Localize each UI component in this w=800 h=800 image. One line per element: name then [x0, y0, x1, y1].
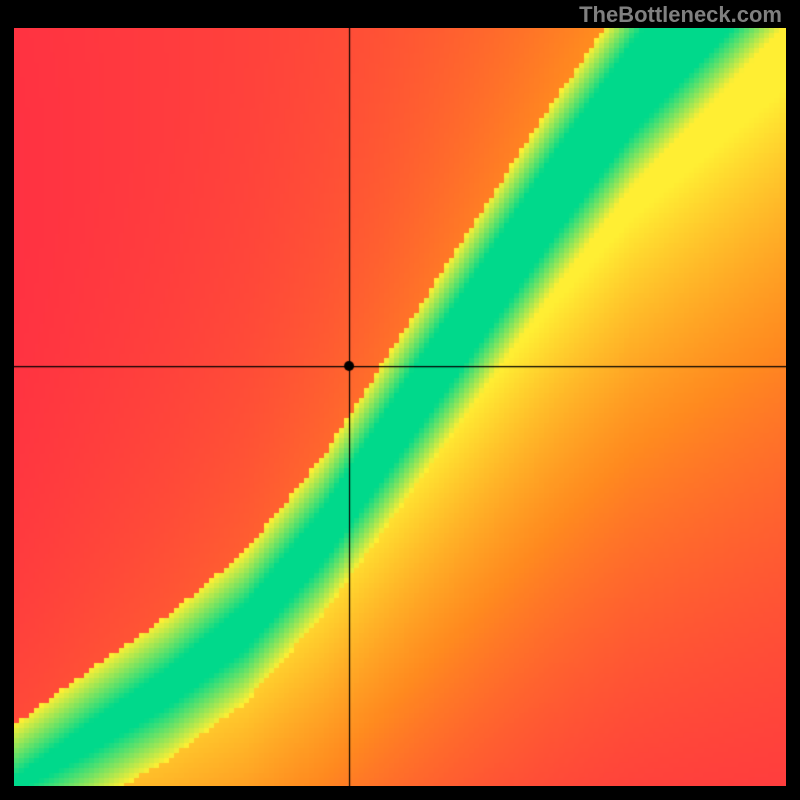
watermark-text: TheBottleneck.com [579, 2, 782, 28]
heatmap-plot [14, 28, 786, 786]
heatmap-canvas [14, 28, 786, 786]
chart-container: TheBottleneck.com [0, 0, 800, 800]
